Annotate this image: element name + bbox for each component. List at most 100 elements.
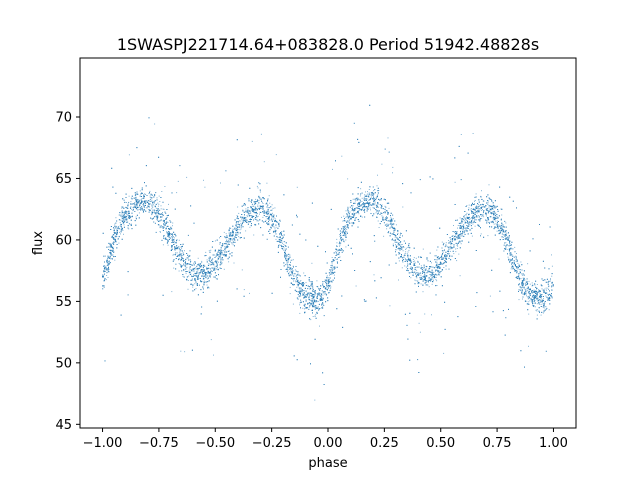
data-point	[155, 207, 157, 209]
data-point	[551, 265, 553, 267]
data-point	[244, 203, 246, 205]
data-point	[359, 209, 361, 211]
data-point	[304, 295, 306, 297]
data-point	[104, 265, 106, 267]
data-point	[324, 281, 325, 282]
data-point	[368, 196, 370, 198]
data-point	[218, 261, 219, 263]
data-point	[166, 232, 168, 234]
data-point	[200, 279, 202, 281]
data-point	[341, 155, 343, 157]
data-point	[208, 250, 210, 252]
data-point	[397, 232, 399, 234]
data-point	[310, 300, 312, 302]
data-point	[529, 300, 531, 302]
data-point	[151, 214, 153, 216]
data-point	[213, 354, 214, 356]
data-point	[389, 227, 391, 229]
data-point	[489, 205, 491, 207]
data-point	[167, 221, 169, 223]
data-point	[187, 288, 189, 290]
data-point	[368, 199, 370, 201]
data-point	[474, 225, 476, 227]
data-point	[527, 288, 528, 290]
data-point	[201, 260, 203, 262]
data-point	[138, 209, 140, 210]
data-point	[432, 278, 434, 280]
data-point	[175, 253, 177, 255]
data-point	[315, 293, 317, 294]
data-point	[211, 270, 213, 272]
data-point	[352, 198, 354, 200]
data-point	[214, 254, 216, 256]
data-point	[417, 260, 419, 262]
data-point	[341, 231, 343, 233]
data-point	[415, 272, 417, 274]
data-point	[533, 302, 535, 304]
data-point	[399, 244, 401, 246]
data-point	[130, 206, 132, 208]
data-point	[307, 303, 308, 305]
data-point	[494, 207, 496, 209]
data-point	[441, 250, 443, 252]
data-point	[510, 268, 512, 270]
data-point	[299, 281, 301, 283]
data-point	[528, 280, 530, 282]
data-point	[496, 218, 498, 219]
data-point	[338, 253, 340, 255]
data-point	[188, 257, 189, 259]
data-point	[464, 230, 466, 232]
data-point	[119, 222, 121, 224]
data-point	[474, 208, 476, 210]
data-point	[465, 230, 467, 232]
data-point	[314, 399, 316, 401]
data-point	[401, 267, 403, 269]
data-point	[507, 239, 509, 241]
data-point	[530, 299, 532, 301]
data-point	[339, 239, 341, 241]
data-point	[436, 285, 438, 286]
data-point	[359, 202, 361, 203]
data-point	[352, 206, 354, 208]
data-point	[275, 154, 277, 156]
data-point	[506, 232, 508, 234]
data-point	[366, 194, 368, 196]
data-point	[132, 206, 134, 208]
data-point	[345, 231, 347, 233]
data-point	[204, 186, 206, 188]
data-point	[317, 286, 319, 288]
data-point	[115, 217, 117, 219]
data-point	[377, 206, 379, 208]
data-point	[210, 339, 212, 341]
data-point	[310, 283, 312, 285]
data-point	[544, 306, 546, 307]
data-point	[346, 228, 348, 230]
data-point	[414, 279, 416, 281]
data-point	[335, 251, 337, 253]
data-point	[104, 273, 105, 275]
data-point	[173, 237, 175, 239]
data-point	[188, 275, 190, 277]
data-point	[237, 206, 239, 208]
data-point	[378, 190, 380, 191]
data-point	[274, 207, 276, 209]
data-point	[547, 281, 549, 283]
data-point	[215, 268, 217, 270]
data-point	[453, 245, 455, 247]
data-point	[210, 249, 212, 251]
data-point	[410, 272, 412, 274]
data-point	[386, 228, 388, 230]
data-point	[105, 279, 107, 281]
data-point	[405, 266, 407, 268]
data-point	[191, 276, 193, 278]
data-point	[368, 204, 370, 206]
data-point	[136, 199, 137, 201]
data-point	[149, 190, 151, 192]
data-point	[143, 198, 145, 199]
data-point	[349, 216, 351, 218]
data-point	[272, 212, 273, 214]
data-point	[518, 264, 520, 266]
data-point	[171, 228, 173, 230]
data-point	[302, 292, 304, 294]
data-point	[202, 275, 204, 277]
